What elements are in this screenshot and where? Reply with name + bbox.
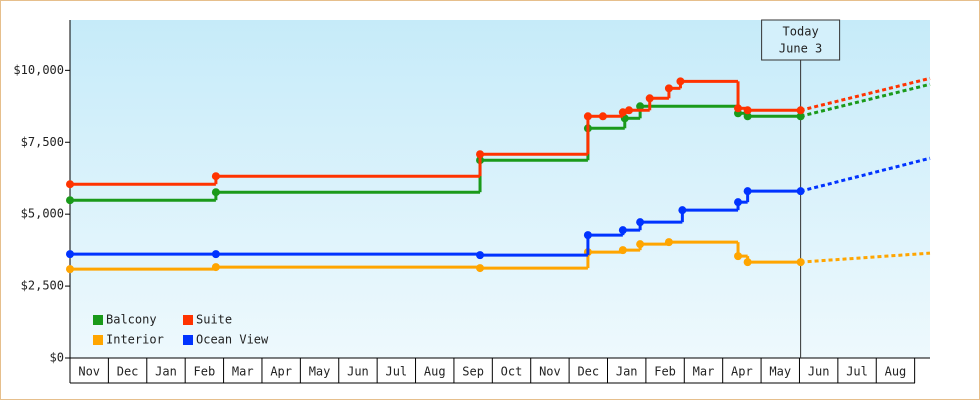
x-tick-label: May xyxy=(309,365,331,379)
y-tick-label: $2,500 xyxy=(21,279,64,293)
x-tick-label: Jan xyxy=(155,365,177,379)
y-tick-label: $0 xyxy=(50,351,64,365)
legend-swatch xyxy=(183,315,193,325)
legend-label: Interior xyxy=(106,333,164,347)
point xyxy=(476,150,485,159)
x-tick-label: Nov xyxy=(539,365,561,379)
point xyxy=(636,102,645,111)
point xyxy=(664,238,673,247)
point xyxy=(476,251,485,260)
point xyxy=(676,77,685,86)
point xyxy=(734,252,743,261)
legend-swatch xyxy=(93,335,103,345)
x-tick-label: Feb xyxy=(654,365,676,379)
x-tick-label: Apr xyxy=(731,365,753,379)
x-tick-label: May xyxy=(769,365,791,379)
x-tick-label: Feb xyxy=(194,365,216,379)
point xyxy=(476,264,485,273)
x-tick-label: Mar xyxy=(693,365,715,379)
x-tick-label: Aug xyxy=(885,365,907,379)
forecast-line xyxy=(800,82,931,118)
y-tick-label: $7,500 xyxy=(21,135,64,149)
x-tick-label: Jul xyxy=(385,365,407,379)
plot-area xyxy=(70,20,930,358)
point xyxy=(598,112,607,121)
point xyxy=(66,180,74,189)
point xyxy=(66,250,74,259)
forecast-line xyxy=(800,76,931,112)
point xyxy=(211,188,220,197)
legend-swatch xyxy=(93,315,103,325)
today-label: June 3 xyxy=(779,42,822,56)
x-tick-label: Jan xyxy=(616,365,638,379)
point xyxy=(583,231,592,240)
legend-label: Ocean View xyxy=(196,333,269,347)
x-tick-label: Apr xyxy=(270,365,292,379)
point xyxy=(636,218,645,227)
point xyxy=(211,263,220,272)
point xyxy=(645,94,654,103)
point xyxy=(211,172,220,181)
x-tick-label: Jun xyxy=(808,365,830,379)
point xyxy=(618,108,627,117)
today-box xyxy=(761,19,841,61)
point xyxy=(66,196,74,205)
point xyxy=(211,250,220,259)
point xyxy=(583,112,592,121)
x-tick-label: Dec xyxy=(117,365,139,379)
point xyxy=(664,84,673,93)
x-tick-label: Sep xyxy=(462,365,484,379)
point xyxy=(618,246,627,255)
today-label: Today xyxy=(783,25,819,39)
legend-label: Suite xyxy=(196,313,232,327)
point xyxy=(734,104,743,113)
x-tick-label: Aug xyxy=(424,365,446,379)
point xyxy=(636,240,645,249)
y-tick-label: $10,000 xyxy=(13,63,64,77)
point xyxy=(743,258,752,267)
x-tick-label: Mar xyxy=(232,365,254,379)
point xyxy=(678,206,687,215)
point xyxy=(625,106,633,115)
x-tick-label: Jul xyxy=(846,365,868,379)
point xyxy=(743,112,752,121)
x-tick-label: Jun xyxy=(347,365,369,379)
point xyxy=(66,265,74,274)
x-tick-label: Nov xyxy=(78,365,100,379)
x-tick-label: Dec xyxy=(577,365,599,379)
point xyxy=(743,106,752,115)
x-tick-label: Oct xyxy=(501,365,523,379)
point xyxy=(743,187,752,196)
legend-label: Balcony xyxy=(106,313,157,327)
point xyxy=(734,198,743,207)
point xyxy=(618,226,627,235)
y-tick-label: $5,000 xyxy=(21,207,64,221)
forecast-line xyxy=(800,156,931,193)
legend-swatch xyxy=(183,335,193,345)
forecast-line xyxy=(800,251,931,264)
